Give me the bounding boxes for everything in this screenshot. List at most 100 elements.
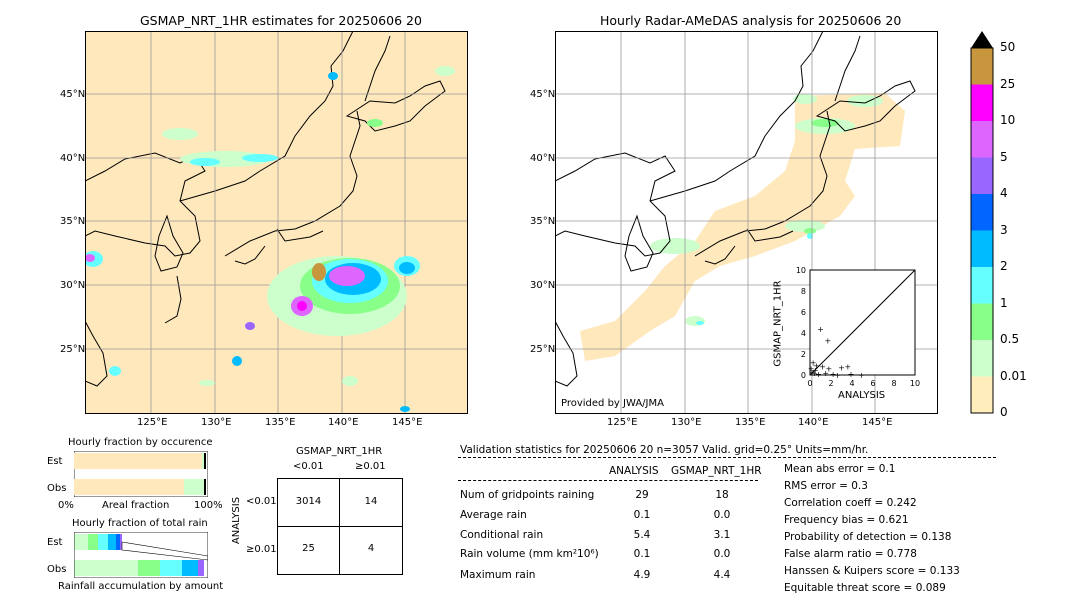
score-line: False alarm ratio = 0.778 (784, 548, 917, 560)
colorbar-label: 50 (1000, 40, 1016, 54)
left-map (83, 30, 468, 414)
scatter-ylabel: GSMAP_NRT_1HR (772, 280, 784, 367)
colorbar-label: 0.5 (1000, 332, 1020, 346)
scatter-x-tick: 2 (828, 379, 833, 388)
colorbar-label: 4 (1000, 186, 1008, 200)
contingency-col-label: ≥0.01 (355, 461, 386, 472)
validation-col-analysis: ANALYSIS (609, 465, 659, 477)
total-rain-est-label: Est (47, 537, 63, 548)
occurrence-axis-right: 100% (194, 500, 223, 511)
score-line: Probability of detection = 0.138 (784, 531, 952, 543)
validation-row-gsmap: 0.0 (713, 548, 731, 560)
left-lat-label: 30°N (60, 280, 86, 291)
scatter-x-tick: 8 (891, 379, 896, 388)
total-rain-title: Hourly fraction of total rain (72, 518, 208, 529)
validation-row-analysis: 29 (635, 489, 649, 501)
scatter-point: + (834, 371, 841, 380)
contingency-cell: 3014 (295, 496, 322, 507)
contingency-col-label: <0.01 (293, 461, 324, 472)
contingency-row-label: ≥0.01 (246, 544, 277, 555)
scatter-point: + (819, 363, 826, 372)
contingency-row-title: ANALYSIS (231, 496, 243, 545)
score-line: Equitable threat score = 0.089 (784, 582, 946, 594)
scatter-point: + (811, 369, 818, 378)
colorbar-swatch (971, 340, 993, 377)
colorbar-label: 3 (1000, 222, 1008, 237)
scatter-point: + (830, 370, 837, 379)
scatter-point: + (813, 362, 820, 371)
left-lon-label: 135°E (265, 417, 296, 428)
right-lon-label: 140°E (798, 417, 829, 428)
right-lat-label: 25°N (530, 344, 556, 355)
validation-row-gsmap: 0.0 (713, 509, 731, 521)
colorbar-label: 1 (1000, 295, 1008, 310)
scatter-x-tick: 10 (910, 379, 920, 388)
scatter-point: + (809, 368, 816, 377)
occurrence-axis-left: 0% (58, 500, 74, 511)
scatter-y-tick: 8 (801, 287, 806, 296)
colorbar-label: 10 (1000, 113, 1016, 127)
scatter-x-tick: 6 (870, 379, 875, 388)
scatter-y-tick: 0 (801, 371, 806, 380)
scatter-point: + (810, 358, 817, 367)
score-line: Frequency bias = 0.621 (784, 514, 909, 526)
validation-row-label: Maximum rain (460, 569, 536, 581)
colorbar-label: 0.01 (1000, 368, 1027, 383)
validation-row-analysis: 5.4 (633, 529, 651, 541)
scatter-point: + (808, 365, 815, 374)
scatter-point: + (858, 371, 865, 380)
left-lon-label: 130°E (201, 417, 232, 428)
scatter-xlabel: ANALYSIS (838, 390, 886, 401)
colorbar-label: 25 (1000, 76, 1016, 91)
scatter-point: + (826, 365, 833, 374)
validation-header: Validation statistics for 20250606 20 n=… (460, 444, 869, 456)
colorbar-swatch (971, 376, 993, 413)
contingency-cell: 14 (364, 496, 378, 507)
left-lon-label: 125°E (137, 417, 168, 428)
contingency-cell: 25 (302, 543, 315, 554)
occurrence-title: Hourly fraction by occurence (68, 437, 213, 448)
scatter-point: + (812, 366, 819, 375)
colorbar-swatch (971, 230, 993, 267)
validation-col-gsmap: GSMAP_NRT_1HR (671, 465, 762, 477)
colorbar-canvas (970, 31, 994, 414)
occurrence-bars (73, 450, 209, 498)
score-line: Mean abs error = 0.1 (784, 463, 896, 475)
left-lat-label: 25°N (60, 344, 86, 355)
validation-row-label: Average rain (460, 509, 527, 521)
total-rain-bars (73, 531, 209, 579)
occurrence-est-label: Est (47, 456, 63, 467)
score-line: Hanssen & Kuipers score = 0.133 (784, 565, 960, 577)
scatter-point: + (838, 364, 845, 373)
occurrence-axis-mid: Areal fraction (102, 500, 170, 511)
left-map-canvas (83, 30, 468, 414)
left-lat-label: 45°N (60, 89, 86, 100)
total-rain-xlabel: Rainfall accumulation by amount (58, 581, 224, 592)
scatter-y-tick: 2 (801, 350, 806, 359)
scatter-point: + (848, 370, 855, 379)
validation-row-analysis: 0.1 (633, 548, 651, 560)
scatter-y-tick: 10 (796, 266, 806, 275)
right-lon-label: 135°E (735, 417, 766, 428)
right-lat-label: 40°N (530, 153, 556, 164)
validation-row-label: Conditional rain (460, 529, 544, 541)
validation-row-analysis: 0.1 (633, 509, 651, 521)
contingency-cell: 4 (367, 543, 375, 554)
scatter-y-tick: 4 (801, 329, 806, 338)
scatter-point: + (822, 369, 829, 378)
colorbar-swatch (971, 157, 993, 194)
total-rain-obs-label: Obs (47, 564, 67, 575)
colorbar-extend-triangle (971, 31, 993, 48)
validation-row-label: Num of gridpoints raining (460, 489, 595, 501)
scatter-point: + (815, 370, 822, 379)
contingency-col-title: GSMAP_NRT_1HR (296, 446, 383, 457)
occurrence-obs-label: Obs (47, 483, 67, 494)
colorbar-label: 0 (1000, 405, 1008, 419)
validation-subdivider (458, 480, 758, 481)
validation-row-gsmap: 18 (715, 489, 729, 501)
contingency-table: 3014 14 25 4 (277, 478, 403, 575)
validation-divider (458, 457, 996, 458)
left-lat-label: 35°N (60, 216, 86, 227)
right-lat-label: 45°N (530, 89, 556, 100)
scatter-y-tick: 6 (801, 308, 806, 317)
